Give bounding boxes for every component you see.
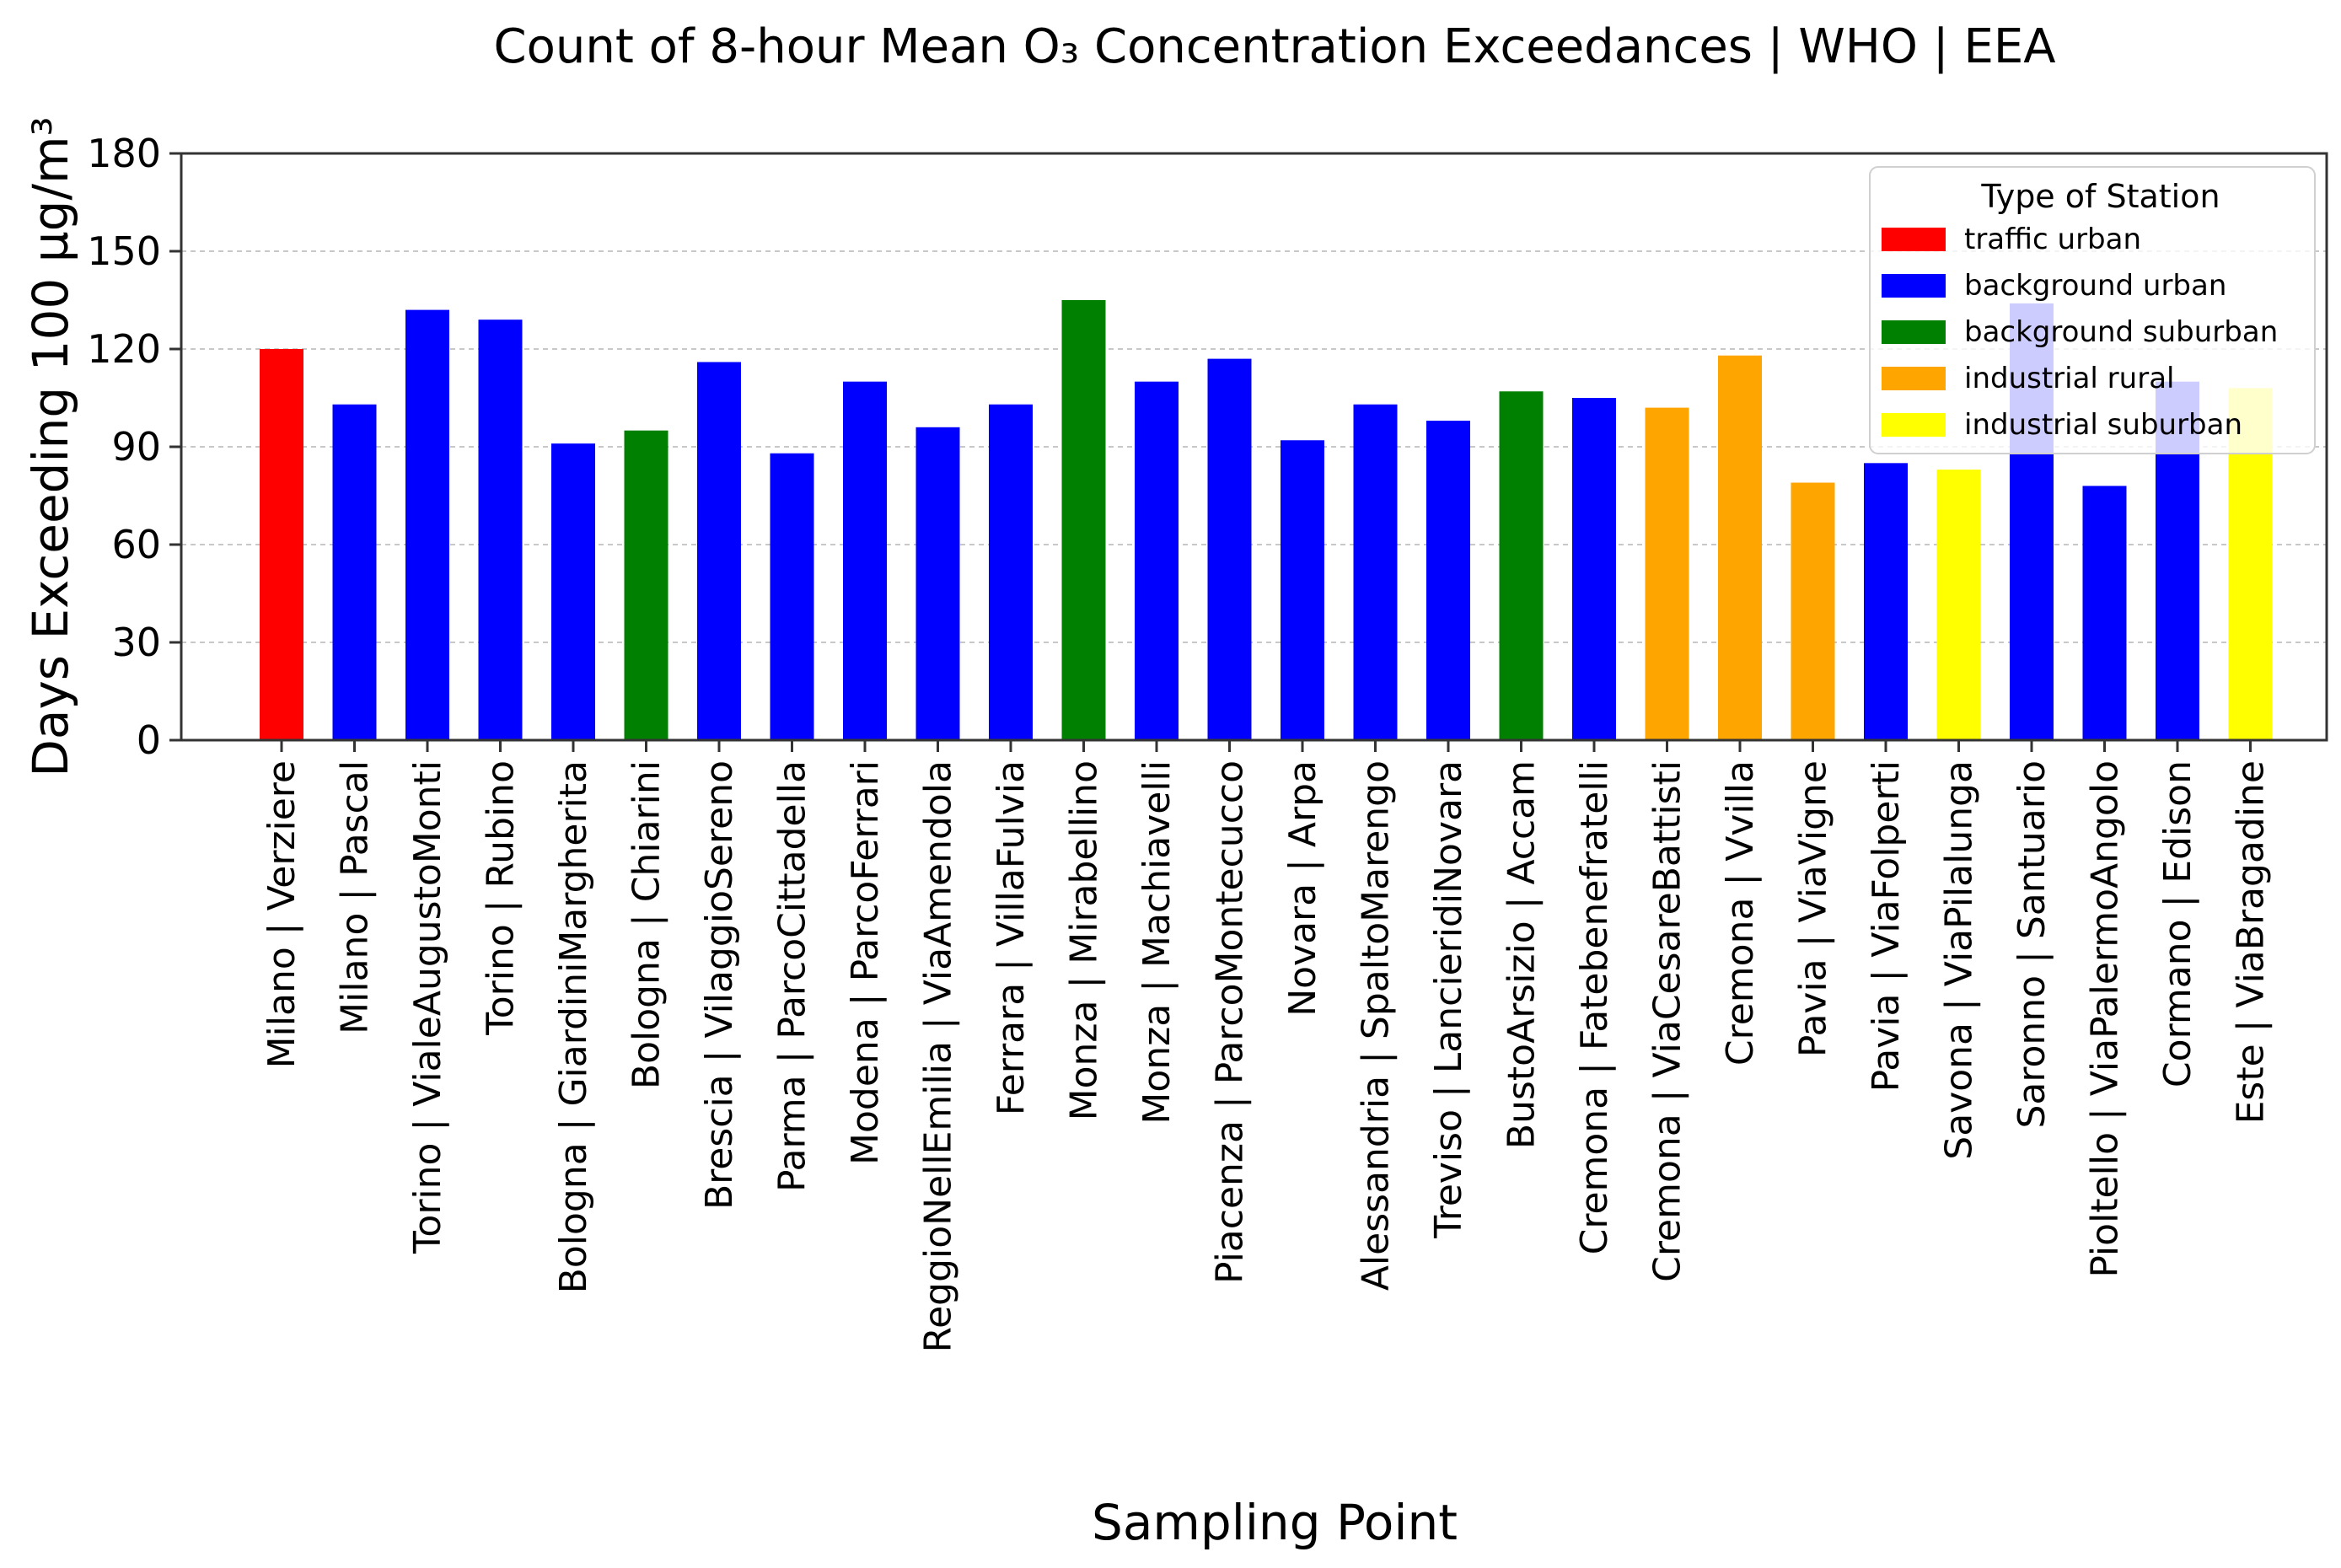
x-tick-label: Monza | Machiavelli [1136,760,1179,1125]
legend-swatch [1882,320,1946,344]
legend-title: Type of Station [1980,178,2220,215]
x-tick-label: Bologna | Chiarini [626,760,668,1089]
x-tick-label: Savona | ViaPilalunga [1938,760,1981,1160]
bar [1499,391,1544,740]
bar [989,404,1033,740]
x-tick-label: Saronno | Santuario [2011,760,2054,1129]
bar [624,430,668,740]
bar [1281,440,1324,740]
x-tick-label: Brescia | VilaggioSereno [698,760,741,1210]
bar [551,443,595,740]
x-tick-label: ReggioNellEmilia | ViaAmendola [917,760,960,1352]
bar [1572,398,1616,740]
bar [843,381,887,740]
x-tick-label: Alessandria | SpaltoMarengo [1355,760,1398,1291]
bar [1207,358,1252,740]
y-tick-label: 150 [87,228,161,274]
legend-swatch [1882,228,1946,251]
legend-swatch [1882,367,1946,390]
bar [332,404,377,740]
y-tick-label: 60 [111,522,161,567]
bar [478,320,523,740]
bar [2082,486,2127,740]
bar [405,309,449,740]
x-tick-label: Bologna | GiardiniMargherita [552,760,595,1293]
x-tick-label: Torino | VialeAugustoMonti [406,760,449,1254]
x-tick-label: Ferrara | VillaFulvia [990,760,1033,1115]
legend-swatch [1882,274,1946,298]
chart-title: Count of 8-hour Mean O₃ Concentration Ex… [493,19,2055,74]
legend-label: background suburban [1964,315,2278,349]
bar [1061,300,1106,740]
bar [1936,470,1981,740]
bar [697,362,741,740]
y-axis-ticks: 0 30 60 90 120 150 180 [87,131,181,763]
x-tick-label: Pioltello | ViaPalermoAngolo [2084,760,2127,1278]
y-tick-label: 30 [111,620,161,665]
x-tick-label: Novara | Arpa [1281,760,1324,1017]
legend-box [1869,166,2316,454]
bar [1718,355,1762,740]
bars [260,300,2273,740]
legend-label: traffic urban [1964,223,2141,256]
y-tick-label: 0 [137,717,161,763]
bar [1645,407,1689,740]
x-tick-label: Treviso | LancieridiNovara [1427,760,1470,1239]
x-tick-label: Cremona | Vvilla [1719,760,1762,1066]
bar [260,349,303,740]
x-tick-label: Monza | Mirabellino [1063,760,1106,1120]
bar [915,427,960,740]
y-tick-label: 180 [87,131,161,176]
x-tick-label: Cremona | Fatebenefratelli [1573,760,1616,1254]
y-axis-label: Days Exceeding 100 µg/m³ [22,116,79,776]
x-tick-label: Parma | ParcoCittadella [771,760,814,1192]
x-tick-label: BustoArsizio | Accam [1501,760,1544,1149]
x-tick-label: Torino | Rubino [480,760,523,1036]
bar [1426,421,1470,740]
x-tick-label: Pavia | ViaVigne [1792,760,1835,1057]
x-tick-label: Milano | Verziere [260,760,303,1068]
x-tick-label: Pavia | ViaFolperti [1865,760,1908,1092]
x-axis-label: Sampling Point [1092,1494,1458,1551]
bar [770,453,814,740]
legend-label: industrial suburban [1964,408,2242,442]
x-tick-label: Este | ViaBragadine [2230,760,2273,1124]
legend-label: background urban [1964,269,2226,303]
legend-label: industrial rural [1964,362,2174,395]
x-axis-ticks: Milano | Verziere Milano | Pascal Torino |… [260,740,2273,1352]
bar [1353,404,1398,740]
legend: Type of Station traffic urban background u… [1869,166,2316,454]
x-tick-label: Cremona | ViaCesareBattisti [1646,760,1689,1282]
bar [1135,381,1179,740]
x-tick-label: Cormano | Edison [2156,760,2199,1087]
legend-swatch [1882,413,1946,437]
y-tick-label: 120 [87,326,161,372]
bar [1864,463,1908,740]
y-tick-label: 90 [111,424,161,470]
x-tick-label: Milano | Pascal [334,760,377,1034]
x-tick-label: Modena | ParcoFerrari [844,760,887,1165]
bar [1791,482,1835,740]
x-tick-label: Piacenza | ParcoMontecucco [1209,760,1252,1284]
